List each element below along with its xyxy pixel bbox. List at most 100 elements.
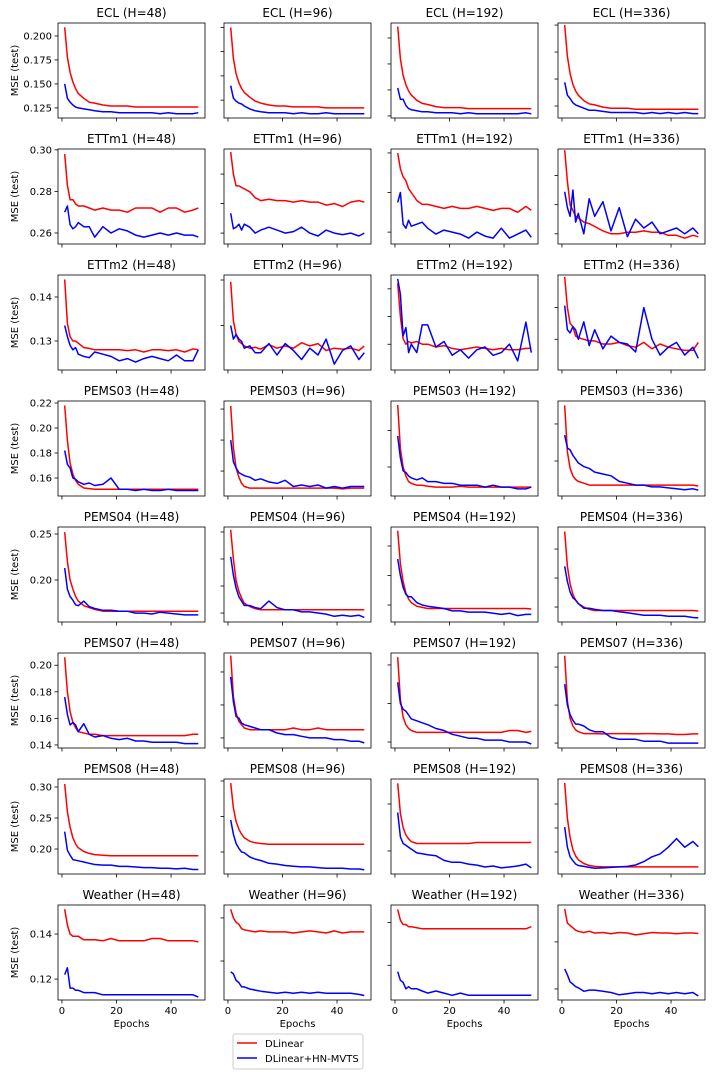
axes-frame — [57, 904, 206, 1001]
axes-frame — [557, 148, 706, 245]
subplot: PEMS03 (H=192) — [387, 384, 539, 500]
subplot: ECL (H=96) — [220, 6, 372, 122]
y-tick-label: 0.25 — [30, 529, 52, 540]
subplot: PEMS04 (H=96) — [220, 510, 372, 626]
series-line-hn-mvts — [63, 567, 199, 616]
axes-frame — [57, 274, 206, 371]
subplot: Weather (H=96) 0 20 40 Epochs — [220, 888, 372, 1030]
y-tick-label: 0.25 — [30, 814, 52, 825]
axes-frame — [390, 526, 539, 623]
x-tick-label: 20 — [443, 1006, 456, 1017]
axes-frame — [557, 652, 706, 749]
y-tick-label: 0.13 — [30, 336, 52, 347]
subplot-title: ETTm2 (H=96) — [253, 258, 342, 272]
series-line-dlinear — [563, 25, 699, 111]
subplot-title: ETTm1 (H=192) — [416, 132, 513, 146]
axes-frame — [390, 148, 539, 245]
y-tick-label: 0.125 — [23, 103, 52, 114]
axes-frame — [57, 526, 206, 623]
subplot-title: PEMS07 (H=336) — [580, 636, 683, 650]
series-line-hn-mvts — [563, 189, 699, 238]
series-line-dlinear — [229, 405, 365, 490]
y-tick-label: 0.28 — [30, 187, 52, 198]
axes-frame — [557, 274, 706, 371]
y-axis-label: MSE (test) — [10, 423, 21, 475]
subplot-title: PEMS08 (H=192) — [413, 762, 516, 776]
x-tick-label: 20 — [110, 1006, 123, 1017]
y-tick-label: 0.14 — [30, 292, 52, 303]
subplot: PEMS04 (H=48) 0.20 0.25 MSE (test) — [10, 510, 206, 626]
series-line-hn-mvts — [396, 971, 532, 997]
y-tick-label: 0.200 — [23, 31, 52, 42]
series-line-hn-mvts — [396, 191, 532, 239]
y-axis-label: MSE (test) — [10, 675, 21, 727]
y-tick-label: 0.26 — [30, 228, 52, 239]
subplot-title: PEMS04 (H=336) — [580, 510, 683, 524]
y-axis-label: MSE (test) — [10, 801, 21, 853]
x-tick-label: 20 — [610, 1006, 623, 1017]
series-line-dlinear — [563, 908, 699, 936]
axes-frame — [57, 652, 206, 749]
y-tick-label: 0.30 — [30, 782, 52, 793]
y-tick-label: 0.20 — [30, 845, 52, 856]
y-axis-label: MSE (test) — [10, 45, 21, 97]
subplot: Weather (H=48) 0.12 0.14 0 20 40 MSE (test) Epo… — [10, 888, 206, 1030]
x-tick-label: 40 — [665, 1006, 678, 1017]
axes-frame — [57, 148, 206, 245]
y-tick-label: 0.14 — [30, 930, 52, 941]
subplot-title: PEMS07 (H=96) — [250, 636, 346, 650]
subplot: PEMS08 (H=192) — [387, 762, 539, 878]
subplot: PEMS07 (H=48) 0.14 0.16 0.18 0.20 MSE (test) — [10, 636, 206, 752]
series-line-hn-mvts — [229, 213, 365, 237]
subplot: ETTm1 (H=48) 0.26 0.28 0.30 MSE (test) — [10, 132, 206, 248]
x-tick-label: 0 — [559, 1006, 565, 1017]
subplot-title: PEMS03 (H=96) — [250, 384, 346, 398]
subplot-title: PEMS07 (H=48) — [84, 636, 180, 650]
series-line-hn-mvts — [396, 558, 532, 617]
subplot: PEMS07 (H=192) — [387, 636, 539, 752]
subplot-title: PEMS08 (H=96) — [250, 762, 346, 776]
subplot-title: Weather (H=192) — [412, 888, 518, 902]
axes-frame — [557, 400, 706, 497]
y-tick-label: 0.16 — [30, 474, 52, 485]
axes-frame — [557, 904, 706, 1001]
series-line-hn-mvts — [396, 435, 532, 490]
y-tick-label: 0.150 — [23, 79, 52, 90]
subplot-title: PEMS03 (H=336) — [580, 384, 683, 398]
series-line-dlinear — [396, 26, 532, 110]
series-line-hn-mvts — [63, 325, 199, 363]
subplot: ETTm2 (H=48) 0.13 0.14 MSE (test) — [10, 258, 206, 374]
series-line-hn-mvts — [563, 434, 699, 491]
x-tick-label: 0 — [225, 1006, 231, 1017]
series-line-hn-mvts — [563, 684, 699, 744]
series-line-hn-mvts — [563, 305, 699, 359]
subplot: PEMS03 (H=48) 0.16 0.18 0.20 0.22 MSE (test) — [10, 384, 206, 500]
series-line-hn-mvts — [396, 87, 532, 115]
series-line-hn-mvts — [229, 819, 365, 871]
axes-frame — [390, 22, 539, 119]
series-line-dlinear — [229, 783, 365, 845]
x-axis-label: Epochs — [280, 1019, 316, 1030]
x-tick-label: 0 — [392, 1006, 398, 1017]
axes-frame — [223, 274, 372, 371]
subplot-title: ETTm1 (H=96) — [253, 132, 342, 146]
subplot-title: PEMS04 (H=192) — [413, 510, 516, 524]
subplot: ETTm2 (H=96) — [220, 258, 372, 374]
axes-frame — [223, 526, 372, 623]
subplot-title: ECL (H=96) — [262, 6, 332, 20]
subplot: PEMS04 (H=192) — [387, 510, 539, 626]
series-line-hn-mvts — [230, 971, 365, 997]
x-tick-label: 40 — [165, 1006, 178, 1017]
series-line-dlinear — [63, 909, 199, 943]
series-line-dlinear — [63, 279, 199, 353]
subplot-title: ETTm2 (H=48) — [87, 258, 176, 272]
subplot: PEMS08 (H=48) 0.20 0.25 0.30 MSE (test) — [10, 762, 206, 878]
series-line-hn-mvts — [64, 967, 199, 998]
axes-frame — [557, 22, 706, 119]
series-line-hn-mvts — [229, 676, 365, 744]
subplot: Weather (H=336) 0 20 40 Epochs — [554, 888, 706, 1030]
subplot-title: PEMS03 (H=48) — [84, 384, 180, 398]
